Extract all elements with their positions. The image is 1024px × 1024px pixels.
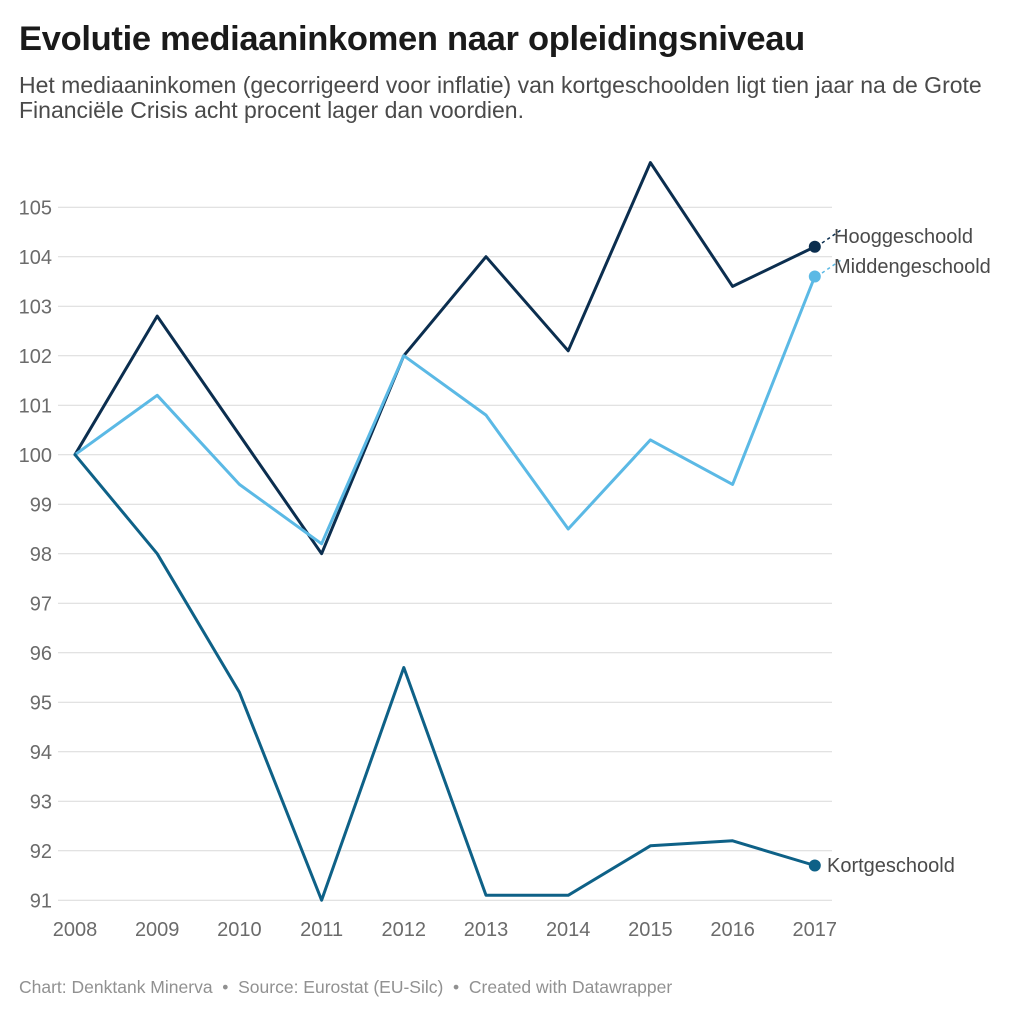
svg-text:104: 104: [19, 247, 52, 269]
svg-text:100: 100: [19, 445, 52, 467]
svg-text:98: 98: [30, 544, 52, 566]
svg-text:105: 105: [19, 198, 52, 220]
svg-text:97: 97: [30, 594, 52, 616]
svg-text:2016: 2016: [710, 919, 755, 941]
svg-text:Middengeschoold: Middengeschoold: [834, 256, 991, 278]
svg-text:Kortgeschoold: Kortgeschoold: [827, 855, 955, 877]
svg-text:2010: 2010: [217, 919, 262, 941]
svg-text:95: 95: [30, 693, 52, 715]
svg-text:102: 102: [19, 346, 52, 368]
svg-text:94: 94: [30, 742, 52, 764]
svg-text:2009: 2009: [135, 919, 180, 941]
svg-text:91: 91: [30, 891, 52, 913]
svg-text:2013: 2013: [464, 919, 509, 941]
svg-text:99: 99: [30, 495, 52, 517]
svg-text:2014: 2014: [546, 919, 591, 941]
svg-text:2012: 2012: [382, 919, 427, 941]
svg-text:2015: 2015: [628, 919, 673, 941]
svg-text:101: 101: [19, 396, 52, 418]
svg-text:2017: 2017: [793, 919, 838, 941]
svg-text:2008: 2008: [53, 919, 98, 941]
svg-text:93: 93: [30, 792, 52, 814]
svg-text:2011: 2011: [300, 919, 343, 941]
svg-text:Hooggeschoold: Hooggeschoold: [834, 226, 973, 248]
svg-text:92: 92: [30, 841, 52, 863]
svg-text:103: 103: [19, 297, 52, 319]
svg-text:96: 96: [30, 643, 52, 665]
